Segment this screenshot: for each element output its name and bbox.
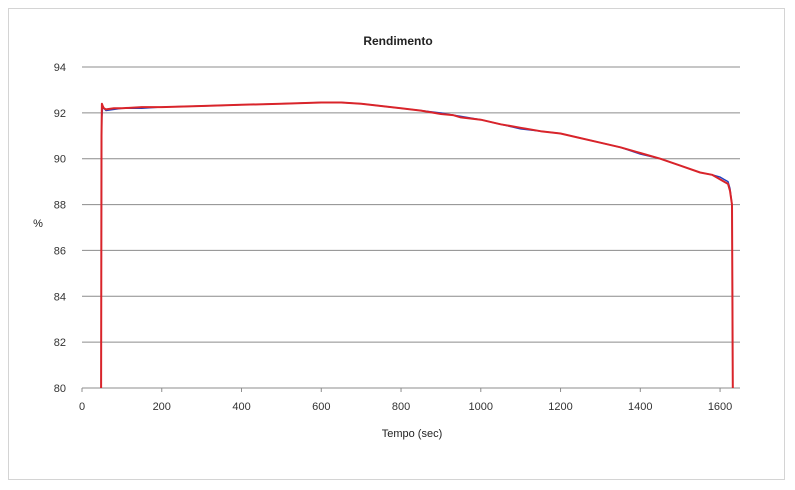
- x-tick-label: 1600: [708, 401, 732, 413]
- y-tick-label: 94: [54, 62, 66, 74]
- y-tick-label: 86: [54, 245, 66, 257]
- y-tick-labels: 80 82 84 86 88 90 92 94: [54, 62, 66, 395]
- series-line-2: [100, 101, 734, 389]
- x-tick-label: 1200: [548, 401, 572, 413]
- x-tick-label: 600: [312, 401, 330, 413]
- chart-title: Rendimento: [363, 34, 432, 48]
- x-tick-label: 1000: [469, 401, 493, 413]
- chart-frame: [8, 8, 785, 480]
- y-tick-label: 88: [54, 200, 66, 212]
- y-tick-label: 80: [54, 383, 66, 395]
- gridlines: [82, 66, 740, 389]
- y-tick-label: 90: [54, 154, 66, 166]
- x-tick-label: 0: [79, 401, 85, 413]
- x-tick-label: 1400: [628, 401, 652, 413]
- y-axis-label: %: [33, 218, 43, 230]
- series-line-1: [100, 101, 734, 389]
- x-tick-label: 200: [153, 401, 171, 413]
- series-lines: [100, 101, 734, 389]
- y-tick-label: 84: [54, 291, 66, 303]
- x-tick-labels: 0 200 400 600 800 1000 1200 1400 1600: [79, 388, 732, 413]
- x-tick-label: 400: [232, 401, 250, 413]
- y-tick-label: 92: [54, 108, 66, 120]
- y-tick-label: 82: [54, 337, 66, 349]
- x-tick-label: 800: [392, 401, 410, 413]
- x-axis-label: Tempo (sec): [382, 428, 443, 440]
